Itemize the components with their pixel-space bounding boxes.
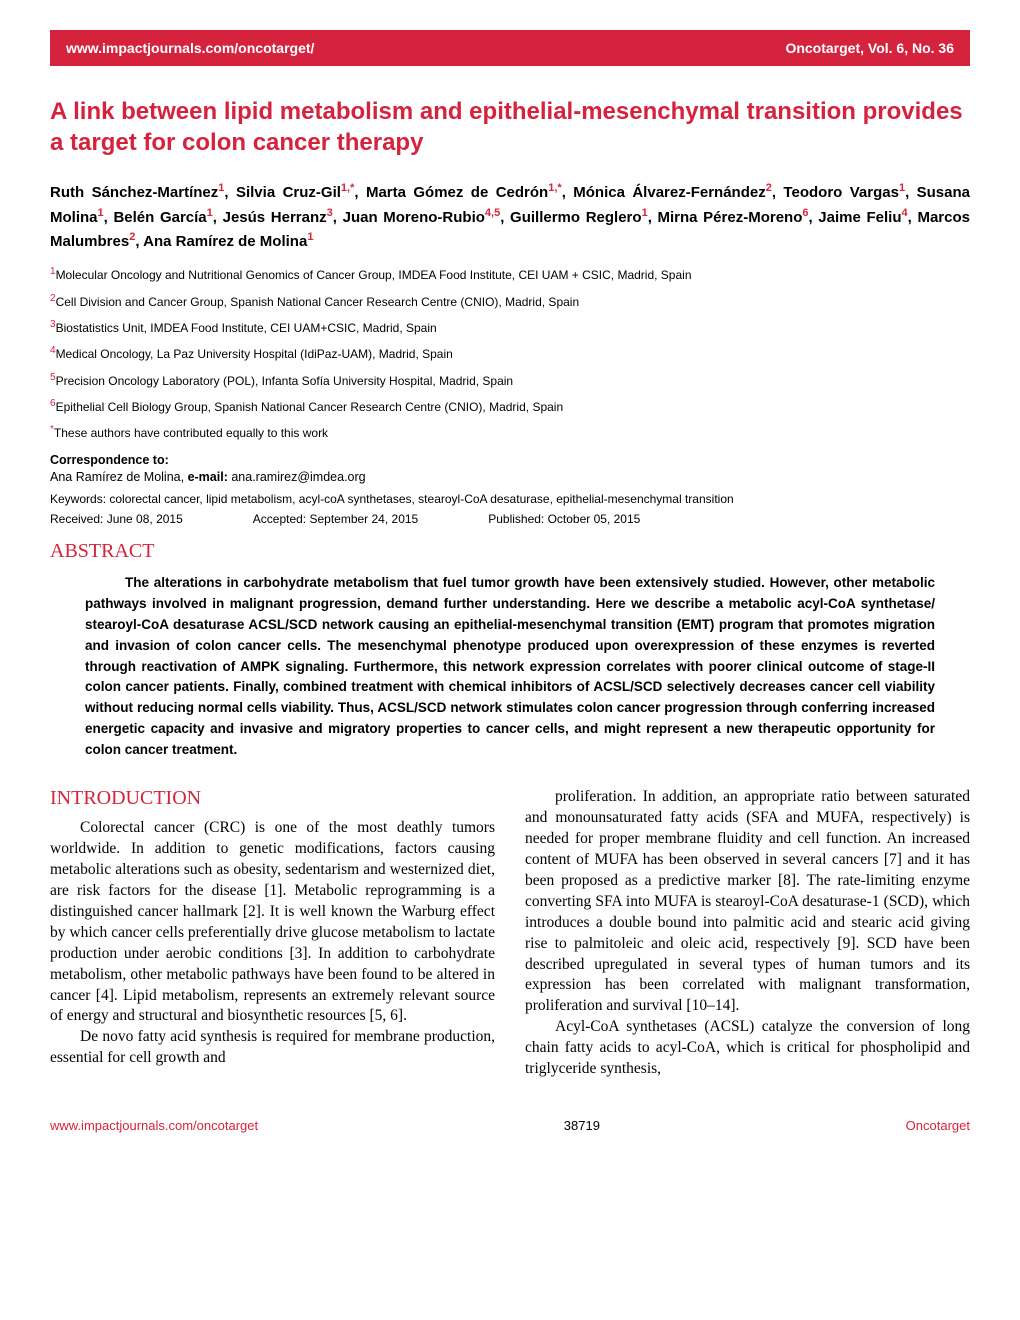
page-footer: www.impactjournals.com/oncotarget 38719 …	[50, 1110, 970, 1133]
abstract-text: The alterations in carbohydrate metaboli…	[85, 573, 935, 761]
affiliation-list: 1Molecular Oncology and Nutritional Geno…	[50, 265, 970, 443]
body-columns: INTRODUCTION Colorectal cancer (CRC) is …	[50, 787, 970, 1080]
column-left: INTRODUCTION Colorectal cancer (CRC) is …	[50, 787, 495, 1080]
column-right: proliferation. In addition, an appropria…	[525, 787, 970, 1080]
affiliation-item: *These authors have contributed equally …	[50, 423, 970, 442]
affiliation-item: 1Molecular Oncology and Nutritional Geno…	[50, 265, 970, 284]
dates-row: Received: June 08, 2015 Accepted: Septem…	[50, 512, 970, 526]
correspondence-name: Ana Ramírez de Molina,	[50, 470, 188, 484]
date-published: Published: October 05, 2015	[488, 512, 640, 526]
intro-para-1: Colorectal cancer (CRC) is one of the mo…	[50, 818, 495, 1027]
date-accepted: Accepted: September 24, 2015	[253, 512, 418, 526]
footer-page-number: 38719	[564, 1118, 600, 1133]
intro-para-2: De novo fatty acid synthesis is required…	[50, 1027, 495, 1069]
journal-issue: Oncotarget, Vol. 6, No. 36	[785, 40, 954, 56]
date-received: Received: June 08, 2015	[50, 512, 183, 526]
author-list: Ruth Sánchez-Martínez1, Silvia Cruz-Gil1…	[50, 180, 970, 253]
abstract-body: The alterations in carbohydrate metaboli…	[50, 573, 970, 761]
correspondence-email: ana.ramirez@imdea.org	[231, 470, 365, 484]
keywords-line: Keywords: colorectal cancer, lipid metab…	[50, 492, 970, 506]
intro-para-4: Acyl-CoA synthetases (ACSL) catalyze the…	[525, 1017, 970, 1080]
correspondence-email-label: e-mail:	[188, 470, 228, 484]
footer-url: www.impactjournals.com/oncotarget	[50, 1118, 258, 1133]
intro-right-text: proliferation. In addition, an appropria…	[525, 787, 970, 1080]
introduction-heading: INTRODUCTION	[50, 787, 495, 810]
article-title: A link between lipid metabolism and epit…	[50, 96, 970, 158]
abstract-heading: ABSTRACT	[50, 540, 970, 563]
affiliation-item: 4Medical Oncology, La Paz University Hos…	[50, 344, 970, 363]
affiliation-item: 6Epithelial Cell Biology Group, Spanish …	[50, 397, 970, 416]
journal-url: www.impactjournals.com/oncotarget/	[66, 40, 314, 56]
affiliation-item: 2Cell Division and Cancer Group, Spanish…	[50, 292, 970, 311]
correspondence-label: Correspondence to:	[50, 453, 970, 467]
correspondence-text: Ana Ramírez de Molina, e-mail: ana.ramir…	[50, 470, 970, 484]
footer-journal: Oncotarget	[906, 1118, 970, 1133]
intro-left-text: Colorectal cancer (CRC) is one of the mo…	[50, 818, 495, 1069]
journal-header-bar: www.impactjournals.com/oncotarget/ Oncot…	[50, 30, 970, 66]
affiliation-item: 3Biostatistics Unit, IMDEA Food Institut…	[50, 318, 970, 337]
affiliation-item: 5Precision Oncology Laboratory (POL), In…	[50, 371, 970, 390]
keywords-label: Keywords:	[50, 492, 106, 506]
intro-para-3: proliferation. In addition, an appropria…	[525, 787, 970, 1017]
keywords-text: colorectal cancer, lipid metabolism, acy…	[109, 492, 733, 506]
